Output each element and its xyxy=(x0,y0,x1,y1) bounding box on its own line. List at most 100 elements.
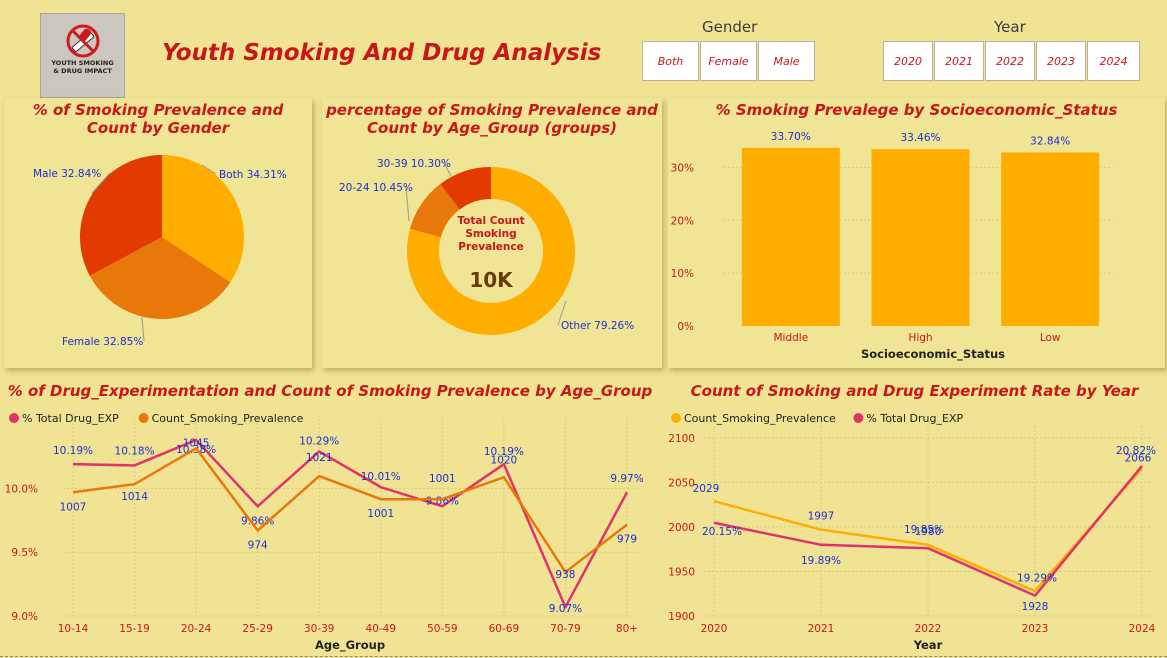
age-line-panel: % of Drug_Experimentation and Count of S… xyxy=(0,376,660,657)
line-ytick-label: 2000 xyxy=(668,522,695,534)
year-slicer-title: Year xyxy=(994,18,1026,36)
bar-ytick-label: 0% xyxy=(677,321,694,333)
donut-slice-20-24 xyxy=(409,183,460,238)
line-ytick-label: 10.0% xyxy=(5,483,38,495)
year-line-chart: 1900 1950 2000 2050 2100 2020 2021 2022 2023 2024… xyxy=(668,412,1156,652)
bar-data-label: 32.84% xyxy=(1030,135,1070,147)
line-xtick-label: 40-49 xyxy=(366,623,397,635)
page-title: Youth Smoking And Drug Analysis xyxy=(162,40,602,66)
gender-option-male[interactable]: Male xyxy=(758,41,815,81)
line-data-label: 9.07% xyxy=(549,603,582,615)
line-data-label: 2066 xyxy=(1125,452,1152,464)
line-data-label: 1980 xyxy=(915,526,942,538)
line-data-label: 10.19% xyxy=(53,445,93,457)
year-option-2020[interactable]: 2020 xyxy=(883,41,933,81)
bar-middle xyxy=(741,147,840,326)
bar-ytick-label: 30% xyxy=(671,162,694,174)
line-data-label: 20.15% xyxy=(702,526,742,538)
gender-pie-title: % of Smoking Prevalence and Count by Gen… xyxy=(32,101,284,137)
logo-text-1: YOUTH SMOKING xyxy=(51,59,114,67)
year-option-2024[interactable]: 2024 xyxy=(1087,41,1140,81)
line-xtick-label: 50-59 xyxy=(427,623,458,635)
pie-slice-both xyxy=(162,155,244,283)
line-legend-label: Count_Smoking_Prevalence xyxy=(684,412,836,425)
no-smoking-pill-icon xyxy=(66,24,100,58)
gender-option-female[interactable]: Female xyxy=(700,41,757,81)
line-data-label: 19.85% xyxy=(904,524,944,536)
line-ytick-label: 2100 xyxy=(668,433,695,445)
line-data-label: 938 xyxy=(555,569,575,581)
line-data-label: 1928 xyxy=(1022,601,1049,613)
line-data-label: 1997 xyxy=(808,511,835,523)
line-ytick-label: 9.5% xyxy=(11,547,38,559)
bar-xtick-label: Middle xyxy=(773,332,808,344)
line-xtick-label: 80+ xyxy=(616,623,638,635)
pie-slice-female xyxy=(89,237,231,319)
line-legend-label: Count_Smoking_Prevalence xyxy=(152,412,304,425)
age-line-title: % of Drug_Experimentation and Count of S… xyxy=(7,382,653,400)
line-xtick-label: 2023 xyxy=(1022,623,1049,635)
bar-xtick-label: Low xyxy=(1040,332,1061,344)
age-line-chart: 9.0% 9.5% 10.0% 10-14 15-19 20-24 25-29 30-39 40… xyxy=(5,412,644,653)
gender-option-both[interactable]: Both xyxy=(642,41,699,81)
line-series-1 xyxy=(713,465,1143,597)
line-data-label: 1001 xyxy=(367,508,394,520)
line-ytick-label: 9.0% xyxy=(11,611,38,623)
line-data-label: 1007 xyxy=(60,501,87,513)
pie-slice-male xyxy=(80,155,162,276)
donut-data-label: 20-24 10.45% xyxy=(339,182,413,194)
bar-data-label: 33.46% xyxy=(900,132,940,144)
line-legend-marker xyxy=(671,413,681,423)
line-legend-label: % Total Drug_EXP xyxy=(22,412,119,425)
socio-bar-chart: 0% 10% 20% 30% 33.70% Middle 33.46% High 32.84% L… xyxy=(671,131,1113,362)
donut-data-label: 30-39 10.30% xyxy=(377,158,451,170)
line-ytick-label: 1900 xyxy=(668,611,695,623)
line-xaxis-title: Age_Group xyxy=(315,638,385,653)
line-data-label: 9.86% xyxy=(426,495,459,507)
bar-high xyxy=(871,149,970,326)
line-series-1 xyxy=(72,447,628,574)
line-xtick-label: 20-24 xyxy=(181,623,212,635)
donut-leader-line xyxy=(557,300,567,326)
line-data-label: 19.89% xyxy=(801,555,841,567)
donut-center-label: Smoking xyxy=(465,228,516,240)
line-data-label: 974 xyxy=(248,539,268,551)
gender-pie-panel: % of Smoking Prevalence and Count by Gen… xyxy=(4,98,312,368)
line-data-label: 1020 xyxy=(491,454,518,466)
pie-leader-line xyxy=(201,164,217,175)
line-xtick-label: 30-39 xyxy=(304,623,335,635)
line-data-label: 20.82% xyxy=(1116,445,1156,457)
pie-data-label: Male 32.84% xyxy=(33,168,101,180)
age-donut-title: percentage of Smoking Prevalence and Cou… xyxy=(326,101,658,137)
line-series-0 xyxy=(713,467,1143,593)
line-data-label: 1045 xyxy=(183,437,210,449)
donut-leader-line xyxy=(405,186,410,222)
line-data-label: 2029 xyxy=(693,483,720,495)
year-option-2021[interactable]: 2021 xyxy=(934,41,984,81)
line-legend-marker xyxy=(853,413,864,423)
year-option-2022[interactable]: 2022 xyxy=(985,41,1035,81)
donut-leader-line xyxy=(443,162,452,177)
line-ytick-label: 2050 xyxy=(668,478,695,490)
year-line-panel: Count of Smoking and Drug Experiment Rat… xyxy=(662,376,1167,657)
line-data-label: 979 xyxy=(617,534,637,546)
bar-xtick-label: High xyxy=(908,332,932,344)
socio-bar-title: % Smoking Prevalege by Socioeconomic_Sta… xyxy=(715,101,1118,119)
year-line-title: Count of Smoking and Drug Experiment Rat… xyxy=(690,382,1139,400)
line-legend-marker xyxy=(9,413,19,423)
logo-text-2: & DRUG IMPACT xyxy=(53,66,112,75)
gender-pie-chart: Both 34.31% Female 32.85% Male 32.84% xyxy=(33,155,287,348)
line-xtick-label: 2022 xyxy=(915,623,942,635)
bar-data-label: 33.70% xyxy=(771,131,811,143)
line-data-label: 1001 xyxy=(429,473,456,485)
line-legend-marker xyxy=(138,413,149,423)
donut-slice-30-39 xyxy=(440,167,491,210)
line-xtick-label: 2020 xyxy=(701,623,728,635)
donut-data-label: Other 79.26% xyxy=(561,320,634,332)
line-xtick-label: 70-79 xyxy=(550,623,581,635)
bar-ytick-label: 10% xyxy=(671,268,694,280)
line-legend-label: % Total Drug_EXP xyxy=(866,412,963,425)
year-option-2023[interactable]: 2023 xyxy=(1036,41,1086,81)
line-data-label: 10.18% xyxy=(115,445,155,457)
line-ytick-label: 1950 xyxy=(668,567,695,579)
